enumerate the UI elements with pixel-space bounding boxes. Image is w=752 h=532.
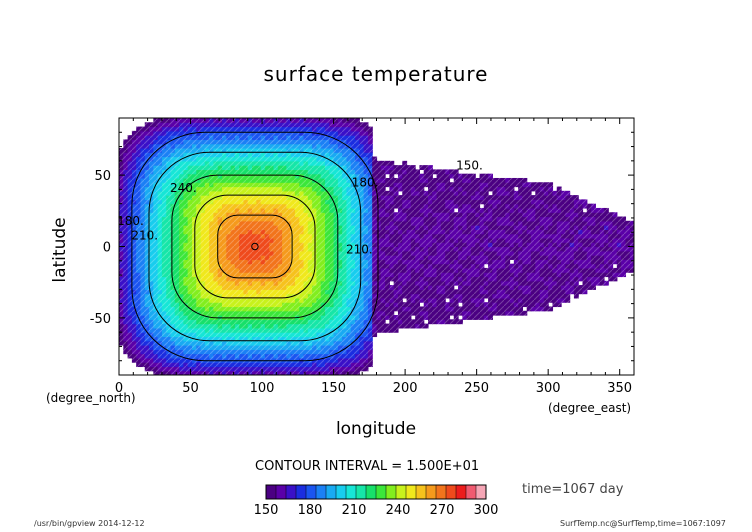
chart-title: surface temperature bbox=[263, 62, 489, 86]
